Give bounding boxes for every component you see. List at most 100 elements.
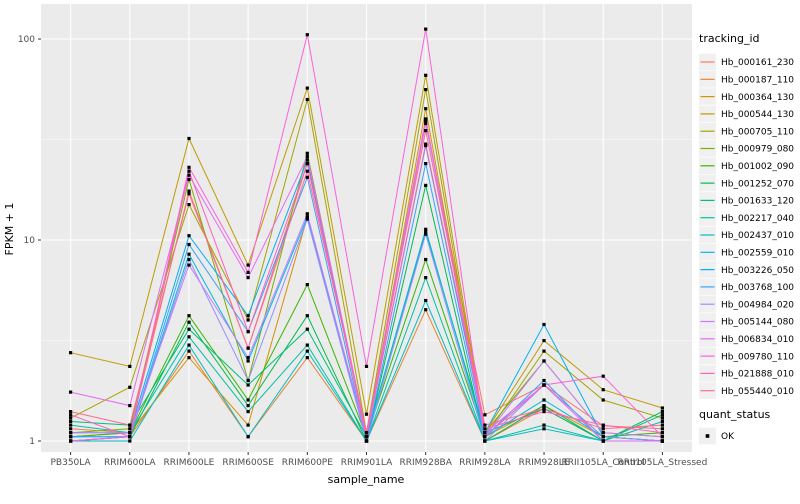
data-point <box>305 327 309 331</box>
data-point <box>601 374 605 378</box>
legend-item: Hb_001002_090 <box>699 157 794 175</box>
data-point <box>305 97 309 102</box>
legend-item-label: Hb_000187_110 <box>721 76 794 86</box>
legend-item: Hb_000187_110 <box>699 71 794 88</box>
data-point <box>187 263 191 267</box>
data-point <box>601 431 605 435</box>
x-tick-label: RRIM600SE <box>222 458 274 468</box>
legend-item-label: Hb_004984_020 <box>721 300 794 310</box>
data-point <box>483 435 487 439</box>
legend-item: Hb_000544_130 <box>699 105 794 123</box>
data-point <box>424 73 428 77</box>
data-point <box>305 314 309 318</box>
data-point <box>424 308 428 312</box>
legend-item: OK <box>699 427 735 445</box>
data-point <box>246 346 250 350</box>
data-point <box>483 413 487 417</box>
data-point <box>246 318 250 322</box>
data-point <box>128 385 132 389</box>
data-point <box>305 283 309 287</box>
data-point <box>69 435 73 439</box>
data-point <box>246 378 250 383</box>
data-point <box>542 427 546 431</box>
legend-title-quant-status: quant_status <box>699 408 771 421</box>
legend-item: Hb_001633_120 <box>699 192 794 209</box>
data-point <box>424 107 428 111</box>
data-point <box>187 234 191 238</box>
legend-item-label: Hb_006834_010 <box>721 335 794 345</box>
legend-item-label: Hb_001252_070 <box>721 179 794 189</box>
legend-item: Hb_000161_230 <box>699 53 794 71</box>
data-point <box>187 173 191 177</box>
data-point <box>246 423 250 427</box>
data-point <box>542 339 546 343</box>
data-point <box>246 276 250 280</box>
legend-item-label: Hb_000705_110 <box>721 127 794 137</box>
data-point <box>187 252 191 256</box>
series-layer <box>69 27 664 443</box>
legend-item-label: Hb_002437_010 <box>721 231 794 241</box>
data-point <box>246 270 250 274</box>
data-point <box>69 416 73 420</box>
data-point <box>69 419 73 424</box>
data-point <box>424 230 428 234</box>
data-point <box>660 423 664 427</box>
data-point <box>542 404 546 408</box>
legend-item-label: Hb_003226_050 <box>721 266 794 276</box>
legend-item: Hb_009780_110 <box>699 347 794 365</box>
data-point <box>542 398 546 402</box>
data-point <box>542 359 546 363</box>
legend-item: Hb_005144_080 <box>699 313 794 330</box>
data-point <box>187 349 191 353</box>
legend-item: Hb_003768_100 <box>699 278 794 296</box>
legend-item-label: Hb_055440_010 <box>721 387 794 397</box>
legend-item-label: Hb_005144_080 <box>721 318 794 328</box>
legend-item-label: Hb_000161_230 <box>721 58 794 68</box>
data-point <box>483 423 487 427</box>
legend-item: Hb_002437_010 <box>699 226 794 244</box>
data-point <box>187 136 191 141</box>
data-point <box>246 330 250 334</box>
x-tick-label: RRIM901LA <box>341 458 393 468</box>
legend-item-label: Hb_000364_130 <box>721 93 794 103</box>
data-point <box>246 359 250 363</box>
data-point <box>483 431 487 435</box>
x-tick-label: RRIM600LA <box>104 458 156 468</box>
data-point <box>246 314 250 318</box>
data-point <box>424 162 428 166</box>
data-point <box>69 390 73 394</box>
data-point <box>483 427 487 431</box>
data-point <box>187 343 191 347</box>
data-point <box>305 169 309 173</box>
data-point <box>542 322 546 327</box>
data-point <box>424 257 428 262</box>
data-point <box>187 169 191 173</box>
legend-item-label: Hb_001002_090 <box>721 162 794 172</box>
data-point <box>660 439 664 443</box>
data-point <box>424 183 428 187</box>
data-point <box>187 314 191 318</box>
legend-item: Hb_002559_010 <box>699 244 794 261</box>
legend-item-label: Hb_001633_120 <box>721 197 794 207</box>
data-point <box>660 431 664 435</box>
data-point <box>364 435 369 439</box>
data-point <box>187 242 191 247</box>
data-point <box>660 435 664 439</box>
y-axis-title: FPKM + 1 <box>3 203 16 256</box>
data-point <box>660 427 664 431</box>
data-point <box>601 435 605 439</box>
legend-item-label: Hb_003768_100 <box>721 283 794 293</box>
data-point <box>424 27 428 31</box>
data-point <box>601 423 605 427</box>
legend-layer: Hb_000161_230 Hb_000187_110 Hb_000364_130 H… <box>699 53 794 445</box>
data-point <box>69 439 73 443</box>
data-point <box>542 378 546 383</box>
data-point <box>187 335 191 339</box>
data-point <box>305 212 309 216</box>
axes-layer: 1 10 100 PB350LA RRIM600LA RRIM600LE RRIM600SE… <box>18 35 707 468</box>
data-point <box>305 343 309 347</box>
data-point <box>187 257 191 262</box>
x-tick-label: PB350LA <box>51 458 92 468</box>
